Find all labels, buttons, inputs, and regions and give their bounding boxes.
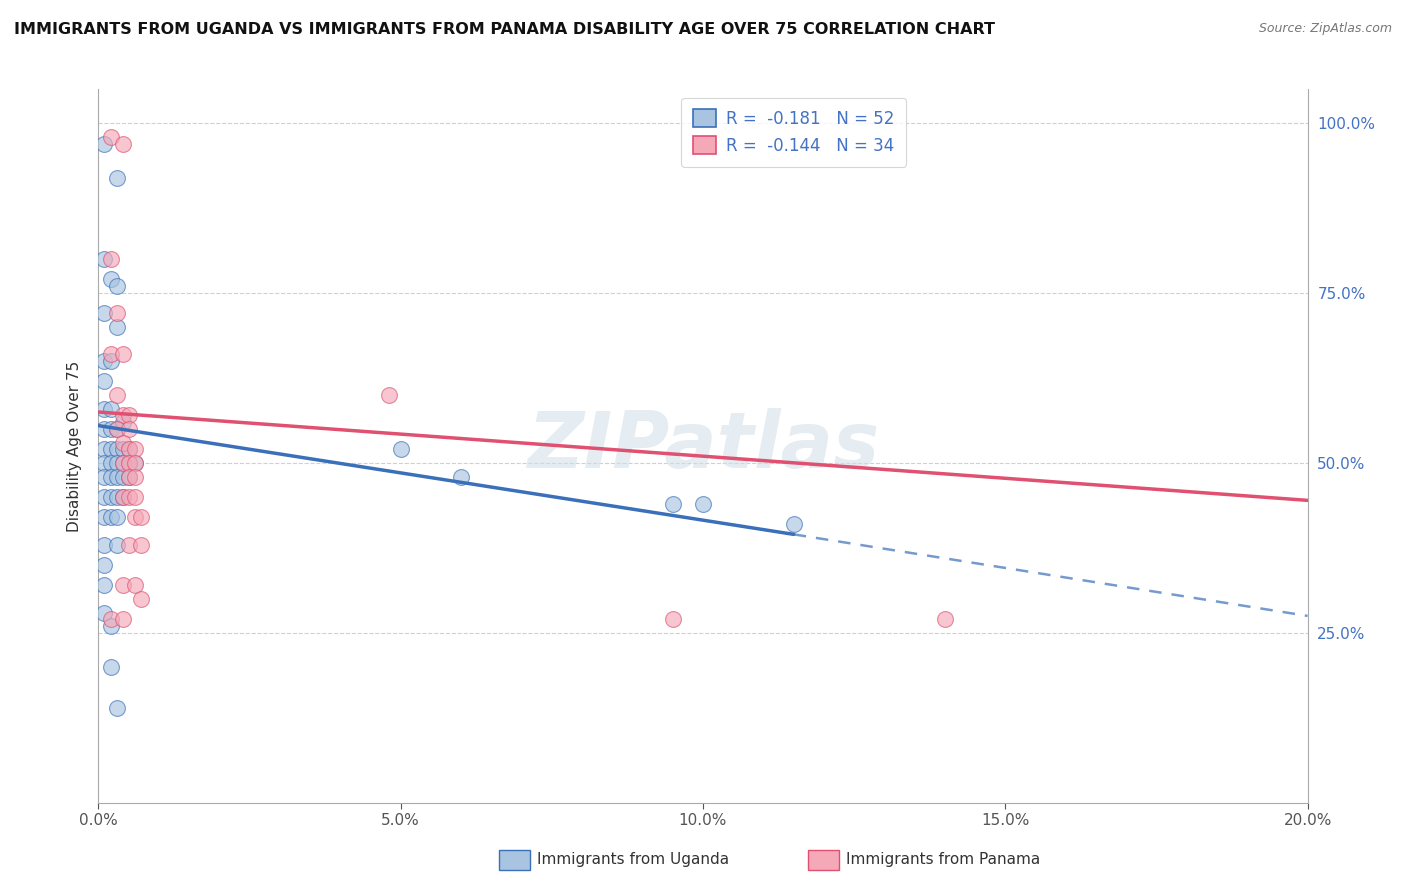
- Text: IMMIGRANTS FROM UGANDA VS IMMIGRANTS FROM PANAMA DISABILITY AGE OVER 75 CORRELAT: IMMIGRANTS FROM UGANDA VS IMMIGRANTS FRO…: [14, 22, 995, 37]
- Point: [124, 490, 146, 504]
- Point: [93, 469, 115, 483]
- Point: [100, 619, 122, 633]
- Point: [100, 354, 122, 368]
- Point: [100, 469, 122, 483]
- Point: [124, 510, 146, 524]
- Point: [93, 442, 115, 457]
- Point: [377, 388, 399, 402]
- Point: [934, 612, 956, 626]
- Point: [662, 612, 685, 626]
- Point: [124, 469, 146, 483]
- Point: [105, 170, 128, 185]
- Point: [105, 469, 128, 483]
- Point: [111, 347, 134, 361]
- Point: [118, 409, 141, 423]
- Point: [118, 422, 141, 436]
- Point: [124, 578, 146, 592]
- Point: [105, 279, 128, 293]
- Point: [118, 537, 141, 551]
- Point: [118, 490, 141, 504]
- Point: [129, 537, 152, 551]
- Point: [100, 490, 122, 504]
- Point: [100, 401, 122, 416]
- Point: [100, 442, 122, 457]
- Text: Source: ZipAtlas.com: Source: ZipAtlas.com: [1258, 22, 1392, 36]
- Point: [93, 578, 115, 592]
- Point: [111, 442, 134, 457]
- Point: [93, 354, 115, 368]
- Point: [118, 456, 141, 470]
- Point: [118, 456, 141, 470]
- Point: [93, 375, 115, 389]
- Point: [100, 347, 122, 361]
- Point: [93, 558, 115, 572]
- Point: [662, 497, 685, 511]
- Point: [111, 490, 134, 504]
- Point: [111, 469, 134, 483]
- Point: [105, 320, 128, 334]
- Point: [100, 252, 122, 266]
- Text: Immigrants from Panama: Immigrants from Panama: [846, 853, 1040, 867]
- Point: [93, 136, 115, 151]
- Legend: R =  -0.181   N = 52, R =  -0.144   N = 34: R = -0.181 N = 52, R = -0.144 N = 34: [682, 97, 907, 167]
- Point: [100, 612, 122, 626]
- Point: [100, 129, 122, 144]
- Point: [124, 456, 146, 470]
- Text: Immigrants from Uganda: Immigrants from Uganda: [537, 853, 730, 867]
- Point: [105, 442, 128, 457]
- Point: [93, 306, 115, 320]
- Point: [111, 578, 134, 592]
- Point: [450, 469, 472, 483]
- Y-axis label: Disability Age Over 75: Disability Age Over 75: [67, 360, 83, 532]
- Point: [118, 469, 141, 483]
- Point: [111, 456, 134, 470]
- Point: [129, 510, 152, 524]
- Point: [389, 442, 412, 457]
- Point: [124, 442, 146, 457]
- Point: [93, 401, 115, 416]
- Point: [100, 660, 122, 674]
- Point: [111, 409, 134, 423]
- Point: [93, 490, 115, 504]
- Text: ZIPatlas: ZIPatlas: [527, 408, 879, 484]
- Point: [105, 422, 128, 436]
- Point: [105, 490, 128, 504]
- Point: [100, 422, 122, 436]
- Point: [105, 700, 128, 714]
- Point: [124, 456, 146, 470]
- Point: [118, 469, 141, 483]
- Point: [111, 490, 134, 504]
- Point: [105, 388, 128, 402]
- Point: [105, 306, 128, 320]
- Point: [93, 510, 115, 524]
- Point: [118, 442, 141, 457]
- Point: [111, 136, 134, 151]
- Point: [111, 456, 134, 470]
- Point: [692, 497, 714, 511]
- Point: [111, 415, 134, 429]
- Point: [111, 612, 134, 626]
- Point: [105, 422, 128, 436]
- Point: [111, 435, 134, 450]
- Point: [93, 456, 115, 470]
- Point: [129, 591, 152, 606]
- Point: [100, 456, 122, 470]
- Point: [93, 606, 115, 620]
- Point: [105, 456, 128, 470]
- Point: [118, 442, 141, 457]
- Point: [100, 510, 122, 524]
- Point: [783, 517, 806, 532]
- Point: [93, 537, 115, 551]
- Point: [100, 272, 122, 286]
- Point: [105, 510, 128, 524]
- Point: [93, 252, 115, 266]
- Point: [105, 537, 128, 551]
- Point: [93, 422, 115, 436]
